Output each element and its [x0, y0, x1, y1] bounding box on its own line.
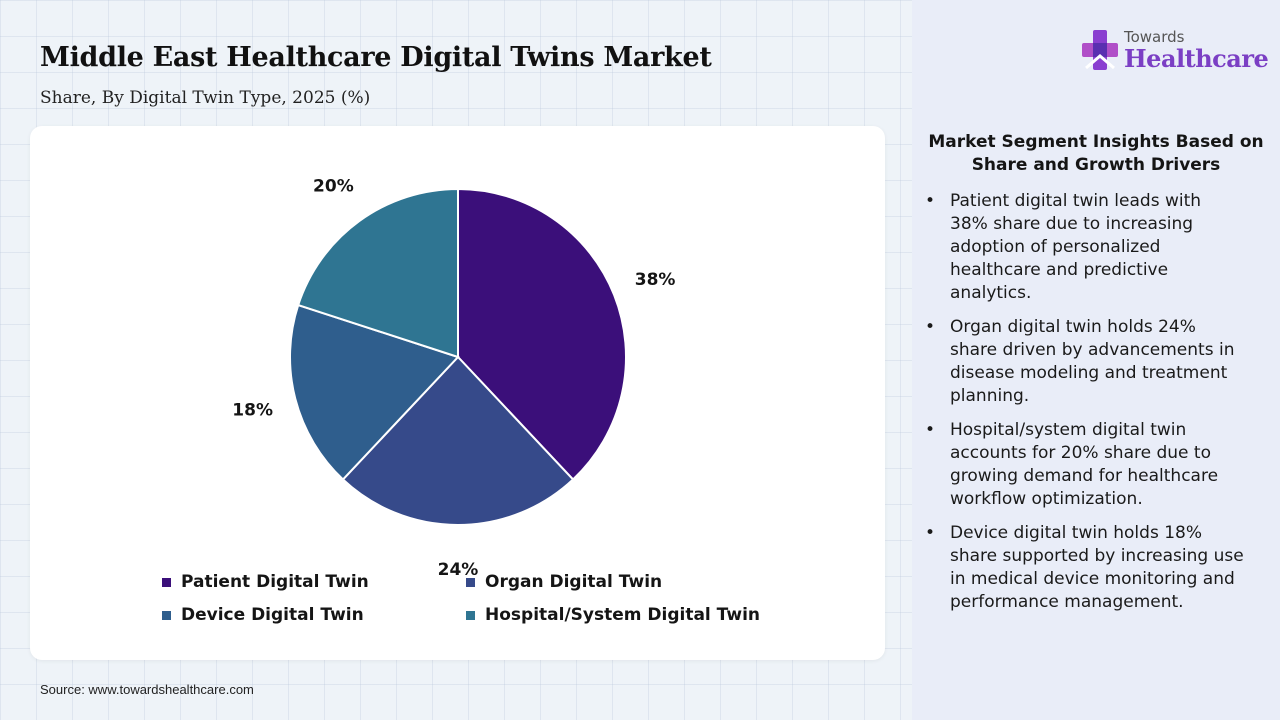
slice-label-hospital: 20% — [313, 176, 354, 196]
logo-wordmark-main: Healthcare — [1124, 44, 1269, 73]
slice-label-patient: 38% — [635, 270, 676, 290]
insight-item: Hospital/system digital twin accounts fo… — [922, 419, 1244, 511]
slice-label-organ: 24% — [438, 560, 479, 580]
insights-list: Patient digital twin leads with 38% shar… — [922, 190, 1244, 625]
pie-chart: 38% 24% 18% 20% — [232, 176, 676, 580]
chart-title: Middle East Healthcare Digital Twins Mar… — [40, 42, 712, 73]
insight-item: Organ digital twin holds 24% share drive… — [922, 316, 1244, 408]
slice-label-device: 18% — [232, 401, 273, 421]
insight-item: Patient digital twin leads with 38% shar… — [922, 190, 1244, 305]
insights-title: Market Segment Insights Based on Share a… — [928, 132, 1264, 175]
pie-slice-organ — [341, 355, 575, 526]
chart-card: 38% 24% 18% 20% Patient Digital Twin Organ … — [30, 126, 885, 660]
chart-panel: Middle East Healthcare Digital Twins Mar… — [30, 42, 885, 697]
pie-slice-device — [289, 303, 460, 481]
logo-wordmark-top: Towards — [1124, 28, 1185, 46]
insight-item: Device digital twin holds 18% share supp… — [922, 522, 1244, 614]
brand-logo: Towards Healthcare — [1080, 26, 1269, 80]
chart-subtitle: Share, By Digital Twin Type, 2025 (%) — [40, 88, 371, 108]
pie-slice-patient — [457, 187, 627, 481]
medical-cross-icon — [1082, 30, 1118, 70]
source-note: Source: www.towardshealthcare.com — [40, 682, 254, 697]
pie-slice-hospital — [296, 187, 459, 359]
